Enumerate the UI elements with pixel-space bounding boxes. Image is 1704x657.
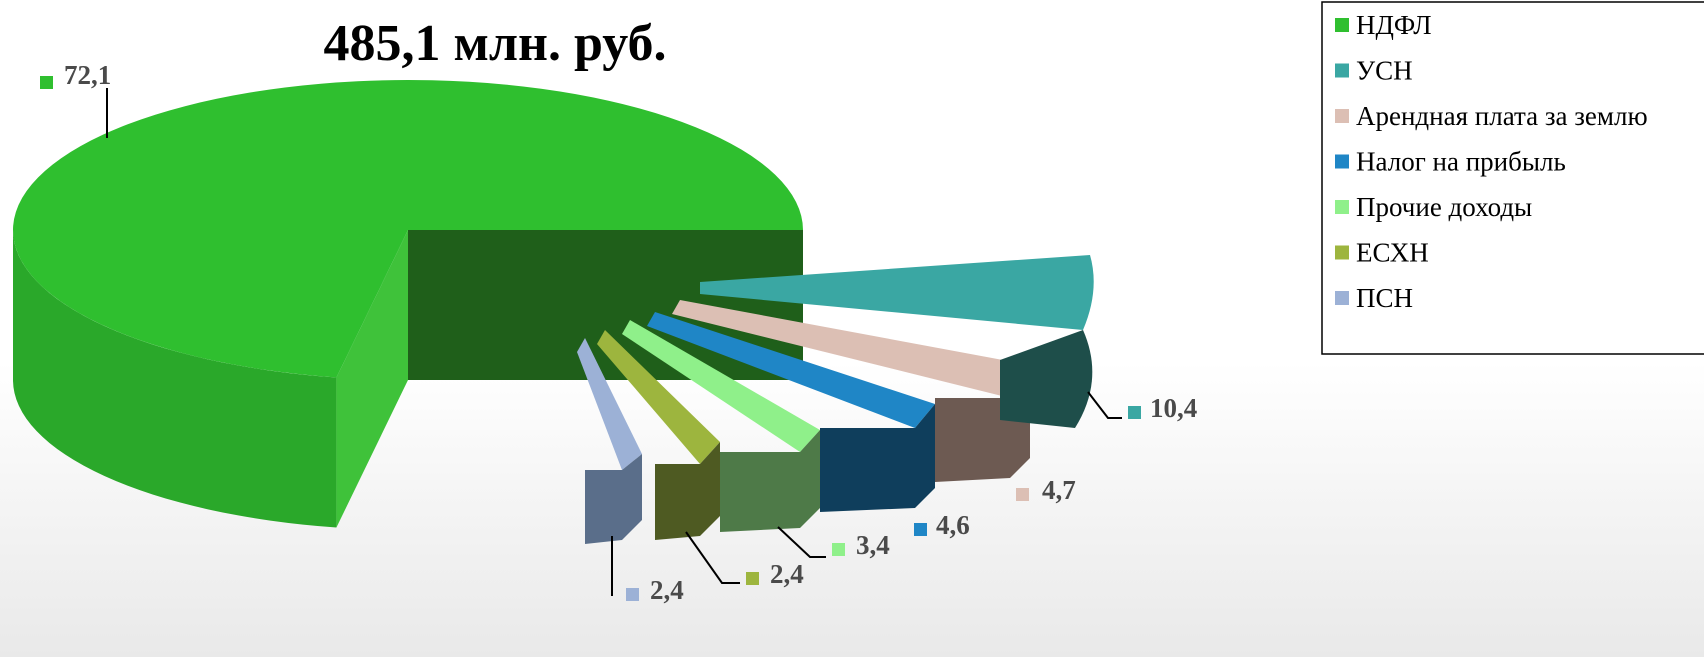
legend-swatch xyxy=(1335,245,1349,260)
legend-item-5: Прочие доходы xyxy=(1335,192,1532,222)
legend-item-7: ПСН xyxy=(1335,283,1413,313)
slice-psn xyxy=(577,338,642,544)
legend-label: УСН xyxy=(1356,56,1413,86)
data-label-6: 2,4 xyxy=(685,531,804,589)
slice-top xyxy=(647,312,935,428)
slice-eshn xyxy=(597,330,720,540)
data-label-marker xyxy=(626,588,639,601)
slice-front xyxy=(655,464,700,540)
leader-line xyxy=(1087,391,1122,419)
data-label-text: 2,4 xyxy=(650,575,684,605)
data-label-2: 10,4 xyxy=(1087,391,1197,423)
slice-top xyxy=(622,320,820,452)
slice-top xyxy=(577,338,642,470)
slice-top xyxy=(700,255,1094,330)
slice-front xyxy=(585,470,622,544)
slice-side xyxy=(800,430,820,528)
data-label-marker xyxy=(40,76,53,89)
legend: НДФЛ УСН Арендная плата за землю Налог на п… xyxy=(1321,1,1704,355)
slice-side xyxy=(915,404,935,508)
leader-line xyxy=(685,531,740,584)
legend-swatch xyxy=(1335,291,1349,305)
data-label-marker xyxy=(1128,406,1141,419)
slice-pribyl xyxy=(647,312,935,512)
data-label-text: 2,4 xyxy=(770,559,804,589)
data-label-marker xyxy=(746,572,759,585)
slice-front xyxy=(820,428,915,512)
legend-box xyxy=(1321,1,1704,355)
slice-usn xyxy=(700,255,1094,428)
legend-item-3: Арендная плата за землю xyxy=(1335,101,1648,131)
data-label-marker xyxy=(832,543,845,556)
legend-label: Арендная плата за землю xyxy=(1356,101,1648,131)
data-label-text: 4,7 xyxy=(1042,475,1076,505)
legend-label: Налог на прибыль xyxy=(1356,147,1566,177)
slice-ndfl xyxy=(12,80,804,528)
data-label-1: 72,1 xyxy=(40,60,111,138)
legend-swatch xyxy=(1335,18,1349,32)
legend-swatch xyxy=(1335,154,1349,169)
leader-line xyxy=(777,526,826,558)
slice-arenda xyxy=(672,300,1030,482)
legend-swatch xyxy=(1335,200,1349,214)
data-label-4: 4,6 xyxy=(914,510,970,540)
data-label-text: 72,1 xyxy=(64,60,111,90)
pie-slices xyxy=(12,80,1094,544)
slice-ndfl-side xyxy=(13,230,337,528)
slice-side xyxy=(1000,330,1093,428)
legend-item-4: Налог на прибыль xyxy=(1335,147,1566,177)
data-label-3: 4,7 xyxy=(1016,475,1076,505)
slice-side xyxy=(622,454,642,540)
data-label-text: 10,4 xyxy=(1150,393,1197,423)
data-label-text: 3,4 xyxy=(856,530,890,560)
data-label-7: 2,4 xyxy=(611,536,684,605)
slice-ndfl-top xyxy=(12,80,804,378)
data-label-text: 4,6 xyxy=(936,510,970,540)
legend-label: Прочие доходы xyxy=(1356,192,1532,222)
slice-ndfl-cut xyxy=(336,230,408,528)
data-labels: 72,1 10,4 4,7 4,6 3,4 2,4 2,4 xyxy=(40,60,1197,605)
legend-item-1: НДФЛ xyxy=(1335,10,1432,40)
chart-title: 485,1 млн. руб. xyxy=(323,15,666,72)
legend-label: ПСН xyxy=(1356,283,1413,313)
legend-label: ЕСХН xyxy=(1356,238,1429,268)
slice-prochie xyxy=(622,320,820,532)
slice-top xyxy=(597,330,720,464)
slice-side xyxy=(700,442,720,536)
slice-front xyxy=(935,398,1010,482)
data-label-marker xyxy=(1016,488,1029,501)
legend-swatch xyxy=(1335,109,1349,123)
legend-item-6: ЕСХН xyxy=(1335,238,1429,268)
slice-front xyxy=(720,452,800,532)
legend-label: НДФЛ xyxy=(1356,10,1432,40)
data-label-marker xyxy=(914,523,927,536)
legend-item-2: УСН xyxy=(1335,56,1413,86)
legend-swatch xyxy=(1335,63,1349,78)
data-label-5: 3,4 xyxy=(777,526,890,560)
slice-top xyxy=(672,300,1030,398)
